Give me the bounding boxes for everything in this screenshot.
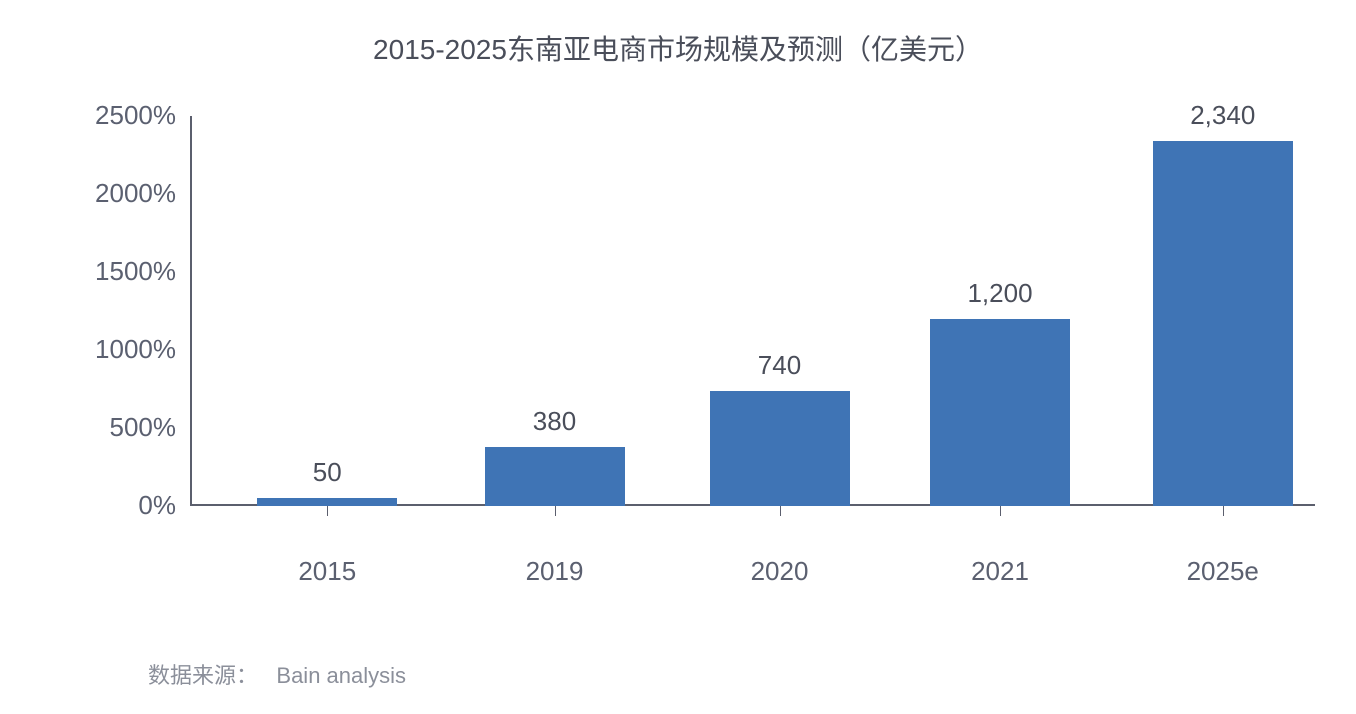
bar-value-label: 2,340 (1190, 100, 1255, 131)
y-tick-label: 500% (110, 412, 177, 443)
x-tick (327, 506, 328, 516)
source-value: Bain analysis (276, 663, 406, 688)
bar (485, 447, 625, 506)
x-tick (780, 506, 781, 516)
chart-title: 2015-2025东南亚电商市场规模及预测（亿美元） (0, 28, 1356, 68)
bar-value-label: 740 (758, 350, 801, 381)
source-label: 数据来源： (148, 663, 258, 688)
y-tick-label: 1000% (95, 334, 176, 365)
x-tick-label: 2025e (1187, 556, 1259, 587)
x-tick-label: 2020 (751, 556, 809, 587)
bar-value-label: 1,200 (967, 278, 1032, 309)
x-tick-label: 2019 (526, 556, 584, 587)
bar (257, 498, 397, 506)
bar (930, 319, 1070, 506)
y-axis-line (190, 116, 192, 506)
y-tick-label: 2000% (95, 178, 176, 209)
y-tick-label: 2500% (95, 100, 176, 131)
x-tick (555, 506, 556, 516)
chart-container: 2015-2025东南亚电商市场规模及预测（亿美元） 0% 500% 1000% 15… (0, 0, 1356, 714)
bar (1153, 141, 1293, 506)
source-attribution: 数据来源： Bain analysis (148, 658, 406, 690)
y-tick-label: 1500% (95, 256, 176, 287)
plot-area: 0%500%1000%1500%2000%2500% 503807401,200… (190, 116, 1315, 506)
x-tick-label: 2015 (298, 556, 356, 587)
x-tick-label: 2021 (971, 556, 1029, 587)
x-tick (1000, 506, 1001, 516)
bar-value-label: 380 (533, 406, 576, 437)
bar-value-label: 50 (313, 457, 342, 488)
bar (710, 391, 850, 506)
x-tick (1223, 506, 1224, 516)
y-tick-label: 0% (138, 490, 176, 521)
